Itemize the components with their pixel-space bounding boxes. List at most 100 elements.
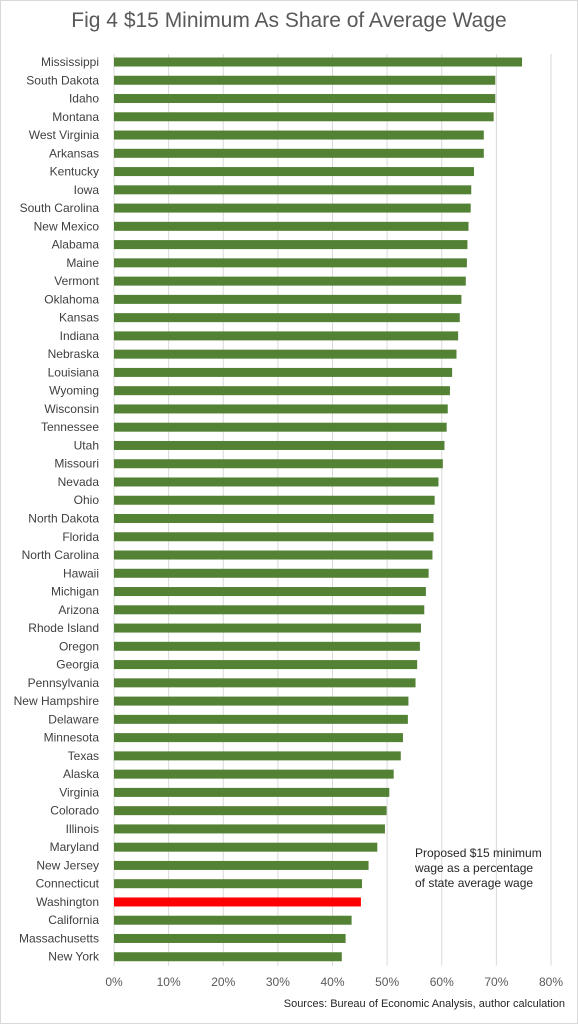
- x-tick-label: 30%: [266, 975, 290, 989]
- category-label: Indiana: [60, 329, 100, 343]
- bar: [114, 203, 471, 213]
- category-label: Alabama: [52, 238, 100, 252]
- bar: [114, 623, 421, 633]
- category-label: Mississippi: [41, 55, 99, 69]
- category-label: Arkansas: [49, 146, 99, 160]
- bar: [114, 185, 472, 195]
- category-label: Florida: [62, 530, 99, 544]
- bar: [114, 130, 484, 140]
- bar: [114, 751, 401, 761]
- chart-annotation: Proposed $15 minimum wage as a percentag…: [415, 846, 565, 891]
- bar: [114, 459, 443, 469]
- category-label: Colorado: [50, 804, 99, 818]
- bar: [114, 860, 369, 870]
- bar: [114, 331, 459, 341]
- category-label: New Mexico: [34, 219, 100, 233]
- bar: [114, 495, 435, 505]
- bar: [114, 660, 418, 670]
- bar: [114, 532, 434, 542]
- category-label: Texas: [68, 749, 99, 763]
- bar: [114, 404, 448, 414]
- category-label: Iowa: [74, 183, 100, 197]
- chart-title: Fig 4 $15 Minimum As Share of Average Wa…: [71, 9, 507, 32]
- bar: [114, 349, 457, 359]
- category-label: New Jersey: [36, 858, 99, 872]
- bar: [114, 313, 460, 323]
- category-label: Montana: [52, 110, 99, 124]
- annotation-line: of state average wage: [415, 876, 534, 890]
- bar: [114, 148, 484, 158]
- category-label: North Dakota: [28, 512, 99, 526]
- bar: [114, 550, 433, 560]
- bar: [114, 221, 469, 231]
- x-tick-label: 50%: [375, 975, 399, 989]
- x-tick-label: 60%: [430, 975, 454, 989]
- category-label: Wisconsin: [44, 402, 99, 416]
- category-label: California: [48, 913, 99, 927]
- category-label: Minnesota: [44, 731, 100, 745]
- category-label: Georgia: [56, 658, 99, 672]
- x-tick-label: 0%: [105, 975, 123, 989]
- category-label: Alaska: [63, 767, 99, 781]
- category-label: Utah: [74, 438, 99, 452]
- x-tick-label: 10%: [157, 975, 181, 989]
- source-note: Sources: Bureau of Economic Analysis, au…: [283, 998, 565, 1010]
- category-label: Idaho: [69, 92, 99, 106]
- bar: [114, 952, 342, 962]
- bar: [114, 240, 468, 250]
- bar: [114, 842, 378, 852]
- category-label: Maryland: [50, 840, 99, 854]
- category-label: North Carolina: [22, 548, 100, 562]
- x-tick-label: 70%: [484, 975, 508, 989]
- category-label: New Hampshire: [14, 694, 100, 708]
- category-label: Missouri: [54, 457, 99, 471]
- category-label: Kansas: [59, 311, 99, 325]
- category-label: Arizona: [58, 603, 99, 617]
- category-label: Rhode Island: [28, 621, 99, 635]
- category-label: Nevada: [58, 475, 100, 489]
- category-label: Michigan: [51, 585, 99, 599]
- category-label: South Dakota: [26, 73, 99, 87]
- bar-highlight: [114, 897, 361, 907]
- bar: [114, 678, 416, 688]
- bar: [114, 112, 494, 122]
- category-label: Maine: [66, 256, 99, 270]
- bar: [114, 422, 447, 432]
- bar: [114, 276, 466, 286]
- bar: [114, 367, 453, 377]
- category-label: West Virginia: [29, 128, 100, 142]
- bar: [114, 787, 390, 797]
- x-tick-label: 40%: [320, 975, 344, 989]
- category-label: Kentucky: [50, 165, 99, 179]
- category-label: Pennsylvania: [28, 676, 100, 690]
- category-label: Oklahoma: [44, 292, 99, 306]
- bar: [114, 641, 420, 651]
- bar: [114, 824, 385, 834]
- bar: [114, 714, 408, 724]
- category-label: Hawaii: [63, 566, 99, 580]
- category-label: South Carolina: [20, 201, 100, 215]
- bar: [114, 696, 409, 706]
- annotation-line: Proposed $15 minimum: [415, 846, 542, 860]
- category-label: Connecticut: [36, 877, 100, 891]
- category-label: Illinois: [66, 822, 99, 836]
- bar: [114, 440, 445, 450]
- bar: [114, 879, 362, 889]
- bar: [114, 167, 474, 177]
- bar: [114, 258, 467, 268]
- category-label: Nebraska: [48, 347, 100, 361]
- category-label: Delaware: [48, 712, 99, 726]
- bar: [114, 568, 429, 578]
- category-label: Wyoming: [49, 384, 99, 398]
- x-tick-label: 80%: [539, 975, 563, 989]
- category-label: Louisiana: [48, 365, 100, 379]
- bar: [114, 386, 450, 396]
- category-label: Washington: [36, 895, 99, 909]
- category-label: Massachusetts: [19, 931, 99, 945]
- category-label: New York: [48, 950, 100, 964]
- bar: [114, 915, 352, 925]
- category-label: Ohio: [74, 493, 100, 507]
- bar: [114, 57, 523, 67]
